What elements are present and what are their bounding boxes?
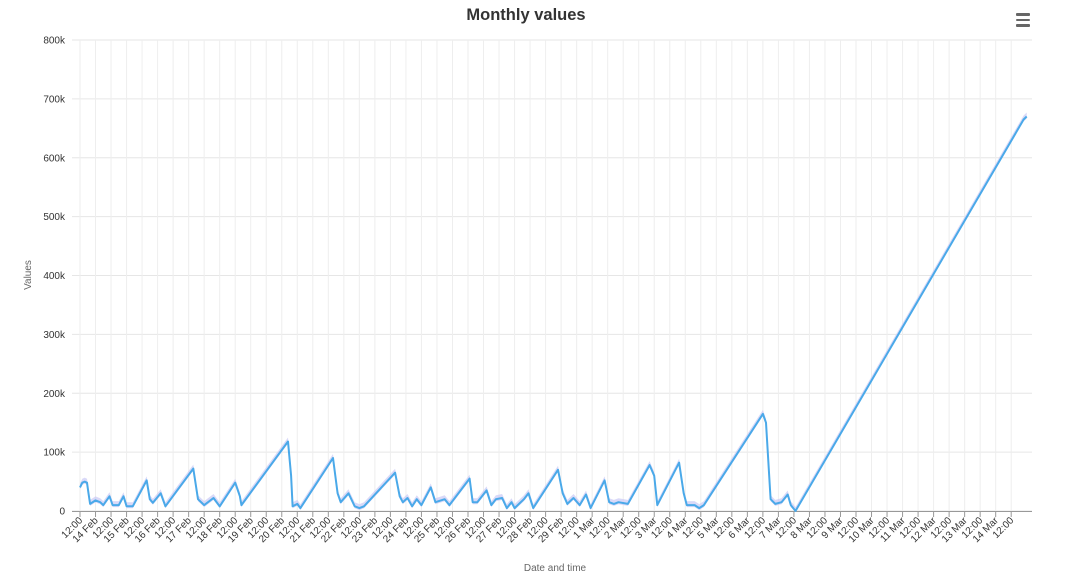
y-axis: 0 100k 200k 300k 400k 500k 600k 700k 800k	[43, 36, 66, 518]
series-area	[79, 112, 1028, 512]
series-band	[80, 112, 1027, 511]
y-tick-label: 100k	[43, 448, 66, 459]
y-tick-label: 600k	[43, 153, 66, 164]
menu-bar	[1016, 13, 1030, 16]
y-tick-label: 400k	[43, 271, 66, 282]
x-axis-title: Date and time	[524, 563, 587, 573]
y-tick-label: 700k	[43, 94, 66, 105]
chart-menu-icon[interactable]	[1012, 10, 1034, 30]
y-tick-label: 200k	[43, 389, 66, 400]
y-tick-label: 800k	[43, 36, 66, 47]
y-tick-label: 0	[59, 507, 65, 518]
menu-bar	[1016, 24, 1030, 27]
grid-lines	[72, 39, 1032, 512]
series-line	[79, 115, 1028, 512]
y-tick-label: 500k	[43, 212, 66, 223]
menu-bar	[1016, 18, 1030, 21]
y-axis-title: Values	[23, 260, 34, 290]
chart-title: Monthly values	[466, 6, 585, 24]
y-tick-label: 300k	[43, 330, 66, 341]
